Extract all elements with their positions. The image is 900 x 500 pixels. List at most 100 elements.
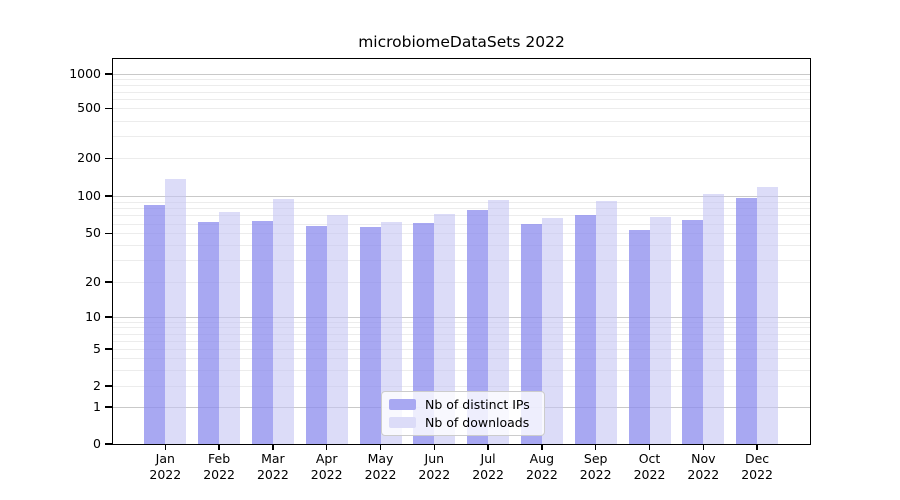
gridline-minor-70 xyxy=(113,215,810,217)
gridline-minor-80 xyxy=(113,208,810,209)
y-tick-500 xyxy=(105,107,112,109)
bar-distinct-ips-may xyxy=(359,227,381,444)
x-tick-label-feb: Feb 2022 xyxy=(187,451,251,483)
bar-distinct-ips-jun xyxy=(413,222,435,444)
x-label-year: 2022 xyxy=(525,467,558,482)
x-tick-label-jun: Jun 2022 xyxy=(402,451,466,483)
gridline-500 xyxy=(113,108,810,110)
legend-item-downloads: Nb of downloads xyxy=(389,415,537,430)
x-label-year: 2022 xyxy=(741,467,773,482)
bar-downloads-apr xyxy=(326,215,348,444)
x-tick-apr xyxy=(326,444,328,450)
bar-distinct-ips-aug xyxy=(520,223,542,444)
x-label-year: 2022 xyxy=(256,467,289,482)
y-tick-0 xyxy=(105,443,112,445)
x-tick-oct xyxy=(648,444,651,450)
bar-downloads-mar xyxy=(272,198,294,444)
x-tick-label-oct: Oct 2022 xyxy=(618,451,682,483)
gridline-5 xyxy=(113,349,810,350)
x-tick-mar xyxy=(272,444,274,450)
y-tick-200 xyxy=(105,157,112,159)
bar-distinct-ips-oct xyxy=(628,230,650,444)
legend-label-distinct-ips: Nb of distinct IPs xyxy=(425,397,530,412)
bar-downloads-jan xyxy=(165,178,187,444)
x-tick-label-apr: Apr 2022 xyxy=(295,451,359,483)
x-label-year: 2022 xyxy=(203,467,235,482)
gridline-minor-900 xyxy=(113,79,810,81)
x-label-month: Nov xyxy=(691,451,716,466)
y-tick-label-5: 5 xyxy=(93,341,101,356)
gridline-minor-3 xyxy=(113,369,810,371)
x-tick-jun xyxy=(433,444,435,450)
x-tick-label-mar: Mar 2022 xyxy=(241,451,305,483)
gridline-minor-7 xyxy=(113,333,810,335)
x-tick-dec xyxy=(756,444,758,450)
gridline-minor-600 xyxy=(113,99,810,101)
gridline-minor-30 xyxy=(113,260,810,262)
x-tick-label-sep: Sep 2022 xyxy=(564,451,628,483)
x-label-month: Oct xyxy=(638,451,661,466)
bar-downloads-dec xyxy=(757,187,779,444)
x-tick-jan xyxy=(164,444,166,450)
x-label-month: Jul xyxy=(480,451,496,466)
x-tick-feb xyxy=(218,444,220,450)
y-tick-label-50: 50 xyxy=(85,225,101,241)
y-tick-50 xyxy=(105,232,112,234)
bar-downloads-jul xyxy=(488,199,510,444)
x-tick-label-dec: Dec 2022 xyxy=(725,451,789,483)
bar-distinct-ips-sep xyxy=(574,215,596,444)
gridline-minor-700 xyxy=(113,91,810,93)
gridline-2 xyxy=(113,386,810,387)
y-tick-label-1000: 1000 xyxy=(69,66,101,81)
x-label-year: 2022 xyxy=(633,467,666,482)
gridline-minor-8 xyxy=(113,327,810,329)
x-label-month: Feb xyxy=(208,451,231,466)
x-label-month: May xyxy=(367,451,394,466)
y-tick-label-2: 2 xyxy=(93,378,101,393)
x-tick-label-may: May 2022 xyxy=(349,451,413,483)
y-tick-20 xyxy=(105,281,112,283)
gridline-minor-9 xyxy=(113,321,810,323)
x-label-year: 2022 xyxy=(472,467,504,482)
y-tick-10 xyxy=(105,316,112,318)
legend-item-distinct-ips: Nb of distinct IPs xyxy=(389,397,537,412)
x-label-year: 2022 xyxy=(687,467,720,482)
x-tick-jul xyxy=(487,444,489,450)
x-tick-sep xyxy=(595,444,597,450)
bar-distinct-ips-nov xyxy=(682,220,704,444)
gridline-minor-40 xyxy=(113,245,810,247)
bar-downloads-feb xyxy=(219,211,241,444)
y-tick-label-1: 1 xyxy=(93,399,101,414)
y-tick-label-500: 500 xyxy=(77,100,101,116)
legend-swatch-downloads xyxy=(389,417,416,428)
x-label-month: Dec xyxy=(744,451,770,466)
legend-label-downloads: Nb of downloads xyxy=(425,415,530,430)
gridline-100 xyxy=(113,196,810,197)
legend-swatch-distinct-ips xyxy=(389,399,416,410)
gridline-minor-300 xyxy=(113,136,810,138)
y-tick-label-10: 10 xyxy=(85,309,101,324)
bar-downloads-may xyxy=(380,221,402,444)
gridline-10 xyxy=(113,317,810,318)
y-tick-label-200: 200 xyxy=(77,150,101,166)
bar-downloads-aug xyxy=(541,218,563,444)
x-tick-label-aug: Aug 2022 xyxy=(510,451,574,483)
y-tick-2 xyxy=(105,385,112,387)
bar-distinct-ips-jul xyxy=(467,210,489,444)
bar-downloads-oct xyxy=(649,216,671,444)
x-tick-label-jul: Jul 2022 xyxy=(456,451,520,483)
y-tick-label-100: 100 xyxy=(77,188,101,203)
y-tick-5 xyxy=(105,348,112,350)
y-tick-1 xyxy=(105,406,112,408)
y-tick-100 xyxy=(105,195,112,197)
gridline-20 xyxy=(113,282,810,283)
gridline-minor-60 xyxy=(113,223,810,225)
x-label-year: 2022 xyxy=(310,467,343,482)
y-tick-1000 xyxy=(105,73,112,75)
gridline-50 xyxy=(113,233,810,235)
y-tick-label-0: 0 xyxy=(93,436,101,451)
bars-layer xyxy=(113,59,810,444)
bar-downloads-nov xyxy=(703,193,725,444)
x-label-year: 2022 xyxy=(364,467,397,482)
